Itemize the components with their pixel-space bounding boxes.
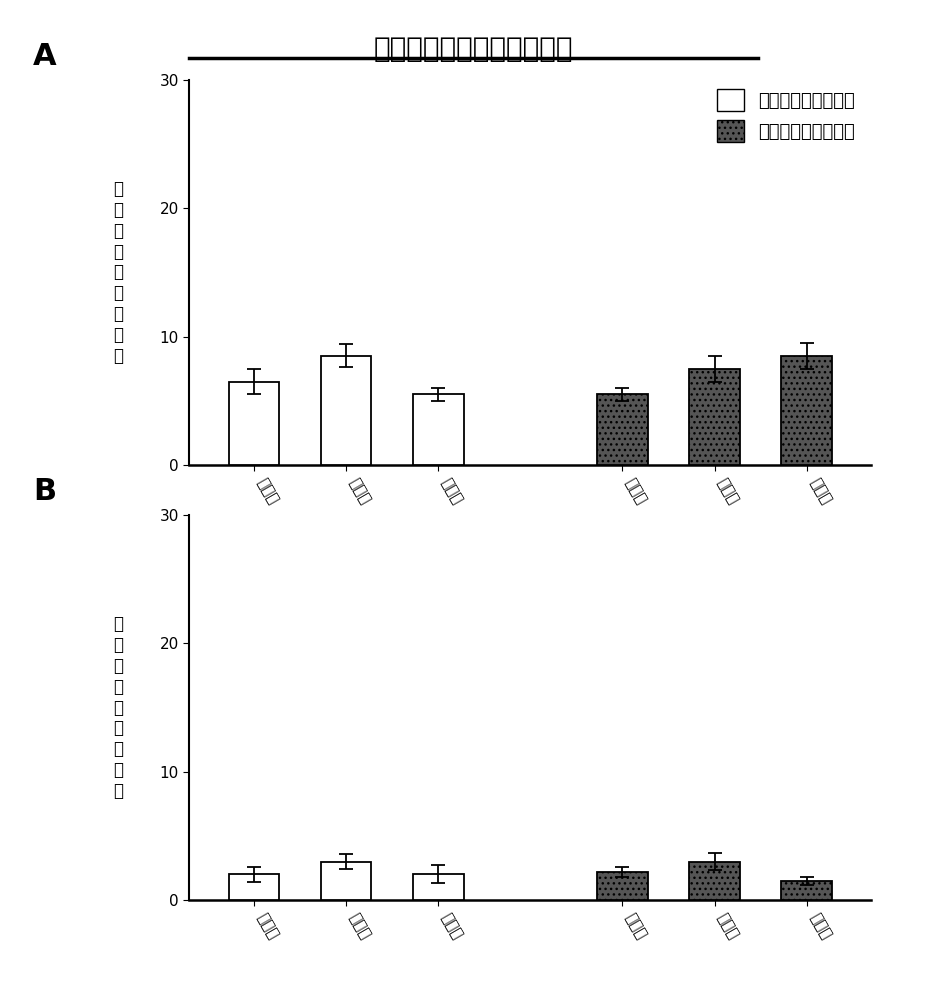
Bar: [781, 881, 832, 900]
Text: A: A: [33, 42, 57, 71]
Text: B: B: [33, 477, 56, 506]
Legend: 即将给予生理盐水组, 即将给予卡莫司汀组: 即将给予生理盐水组, 即将给予卡莫司汀组: [709, 81, 862, 149]
Y-axis label: 无
效
摆
触
水
平
（
次
）: 无 效 摆 触 水 平 （ 次 ）: [113, 615, 123, 800]
Text: 咐啊自身给药消退最后三天: 咐啊自身给药消退最后三天: [374, 35, 573, 63]
Bar: [413, 874, 463, 900]
Bar: [321, 356, 371, 465]
Bar: [598, 394, 648, 465]
Bar: [689, 369, 740, 465]
Y-axis label: 有
效
摆
触
水
平
（
次
）: 有 效 摆 触 水 平 （ 次 ）: [113, 180, 123, 365]
Bar: [781, 356, 832, 465]
Bar: [321, 861, 371, 900]
Bar: [228, 874, 279, 900]
Bar: [413, 394, 463, 465]
Bar: [598, 872, 648, 900]
Bar: [228, 382, 279, 465]
Bar: [689, 861, 740, 900]
